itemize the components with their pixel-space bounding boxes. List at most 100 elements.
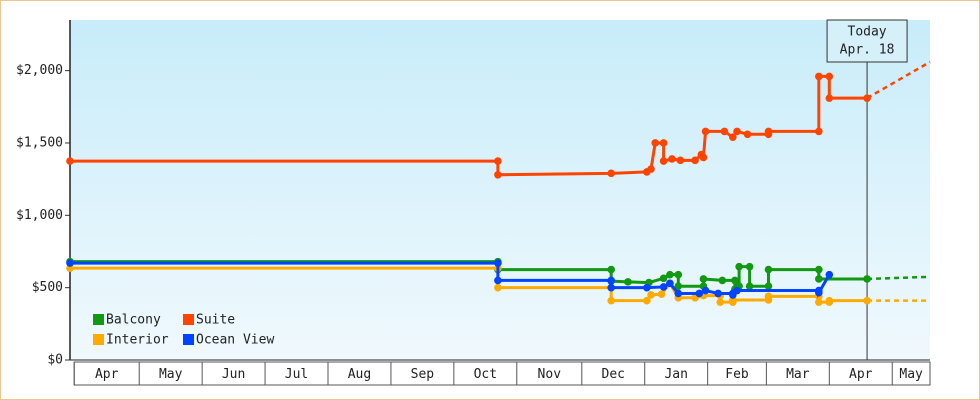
point — [720, 127, 729, 136]
point — [733, 286, 741, 295]
point — [701, 127, 710, 136]
point — [607, 296, 615, 305]
legend-swatch — [183, 314, 194, 325]
point — [657, 290, 666, 298]
point — [66, 157, 74, 165]
point — [676, 156, 685, 165]
point — [735, 262, 743, 271]
point — [643, 296, 651, 305]
x-tick-label: Nov — [538, 367, 562, 382]
point — [815, 298, 823, 306]
point — [733, 127, 741, 136]
point — [659, 139, 668, 147]
point — [624, 278, 632, 286]
today-box — [826, 19, 908, 63]
y-tick-label: $2,000 — [16, 63, 63, 78]
point — [815, 275, 823, 283]
point — [494, 171, 502, 179]
legend-swatch — [93, 334, 104, 345]
point — [699, 275, 708, 283]
point — [731, 276, 739, 285]
point — [659, 283, 668, 291]
legend-label: Interior — [106, 333, 169, 348]
plot-area — [70, 20, 930, 360]
point — [494, 157, 502, 165]
point — [815, 72, 823, 81]
x-tick-label: Oct — [474, 367, 497, 382]
x-tick-label: Aug — [348, 367, 371, 382]
series-line — [70, 261, 831, 299]
point — [825, 72, 834, 81]
point — [494, 276, 502, 285]
forecast-line — [867, 275, 931, 281]
point — [607, 169, 615, 178]
point — [701, 286, 710, 295]
point — [714, 289, 722, 298]
y-tick-label: $500 — [32, 280, 63, 295]
point — [764, 292, 773, 301]
point — [764, 265, 773, 274]
point — [745, 282, 754, 291]
legend-swatch — [93, 314, 104, 325]
point — [691, 156, 699, 165]
point — [494, 259, 502, 267]
point — [718, 276, 727, 285]
x-tick-label: Apr — [95, 367, 119, 382]
point — [651, 139, 660, 147]
forecast-line — [866, 60, 931, 100]
point — [863, 296, 871, 305]
point — [699, 153, 708, 162]
point — [668, 155, 676, 163]
point — [66, 259, 74, 267]
x-tick-label: Jun — [222, 367, 245, 382]
point — [659, 274, 668, 283]
x-tick-label: May — [159, 367, 183, 382]
point — [674, 270, 683, 279]
point — [815, 127, 823, 136]
point — [494, 283, 502, 292]
x-tick-label: Jul — [285, 367, 308, 382]
today-label: Apr. 18 — [840, 43, 895, 58]
legend-label: Balcony — [106, 313, 161, 328]
point — [607, 283, 615, 292]
x-tick-label: May — [899, 367, 923, 382]
x-tick-label: Mar — [786, 367, 810, 382]
x-tick-label: Apr — [849, 367, 873, 382]
point — [674, 289, 683, 298]
point — [607, 265, 615, 274]
point — [716, 298, 725, 306]
point — [666, 270, 674, 279]
y-tick-label: $0 — [47, 353, 63, 368]
point — [743, 130, 752, 139]
point — [666, 279, 674, 288]
y-tick-label: $1,000 — [16, 208, 63, 223]
point — [643, 283, 651, 292]
legend-label: Ocean View — [196, 333, 274, 348]
today-label: Today — [848, 25, 887, 40]
point — [825, 94, 834, 102]
point — [815, 288, 823, 297]
legend-swatch — [183, 334, 194, 345]
point — [695, 289, 704, 298]
point — [764, 127, 773, 136]
y-tick-label: $1,500 — [16, 135, 63, 150]
point — [729, 133, 737, 141]
x-tick-label: Feb — [725, 367, 749, 382]
point — [825, 270, 834, 279]
x-tick-label: Sep — [411, 367, 435, 382]
legend-label: Suite — [196, 313, 235, 328]
point — [674, 282, 683, 291]
point — [815, 265, 823, 274]
point — [659, 157, 668, 165]
point — [647, 165, 655, 173]
point — [745, 262, 754, 271]
point — [764, 282, 773, 291]
point — [825, 296, 834, 305]
x-tick-label: Dec — [602, 367, 625, 382]
point — [607, 276, 615, 285]
point — [863, 275, 871, 283]
point — [863, 94, 871, 102]
point — [647, 291, 655, 299]
x-tick-label: Jan — [664, 367, 687, 382]
